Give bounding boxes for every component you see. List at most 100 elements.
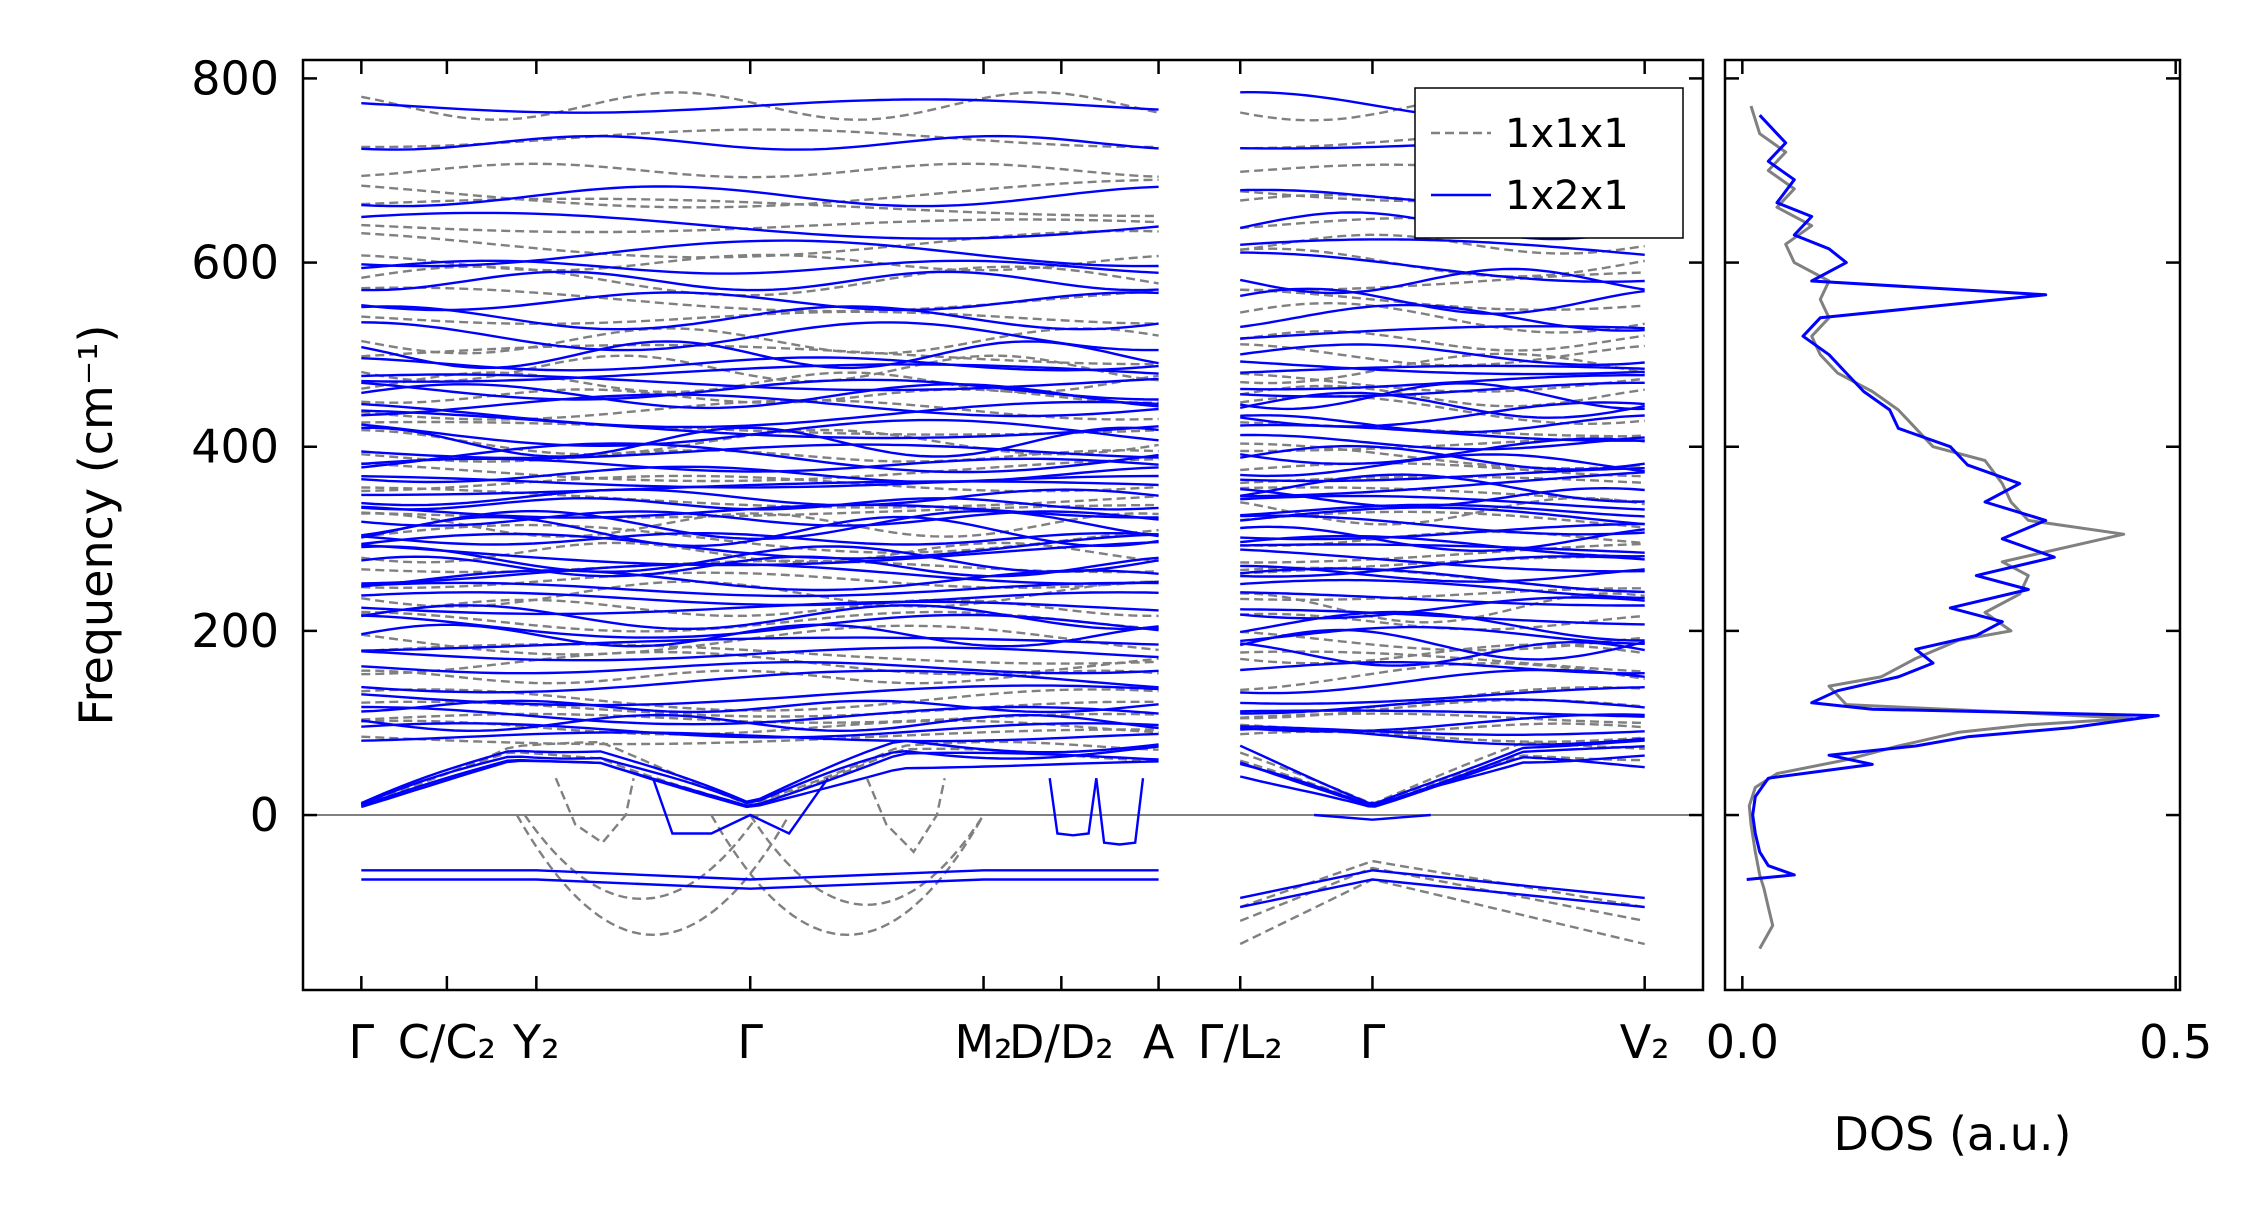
band-line-1x1x1-14-0 xyxy=(361,571,1159,590)
band-line-1x1x1-42-0 xyxy=(361,91,1159,121)
band-line-1x2x1-51-1 xyxy=(1240,303,1645,332)
k-label-0: Γ xyxy=(349,1015,375,1069)
band-line-1x2x1-39-1 xyxy=(1240,433,1645,451)
band-line-1x1x1-9-0 xyxy=(361,642,1159,665)
band-line-1x2x1-53-0 xyxy=(361,270,1159,292)
band-line-1x2x1-17-1 xyxy=(1240,596,1645,620)
band-line-1x2x1-19-0 xyxy=(361,581,1159,598)
band-line-1x1x1-16-0 xyxy=(361,541,1159,564)
band-line-1x2x1-12-1 xyxy=(1240,641,1645,667)
dos-line-1x2x1 xyxy=(1746,114,2160,881)
band-line-1x2x1-6-0 xyxy=(361,713,1159,733)
legend-box xyxy=(1414,87,1684,239)
band-line-1x2x1-26-1 xyxy=(1240,525,1645,552)
band-line-1x1x1-32-1 xyxy=(1239,302,1645,334)
band-line-1x2x1-7-0 xyxy=(361,705,1159,726)
band-line-1x2x1-45-0 xyxy=(361,378,1159,401)
band-line-1x2x1-19-1 xyxy=(1240,578,1645,600)
band-line-1x2x1-51-0 xyxy=(361,305,1159,331)
k-label-2: Y₂ xyxy=(512,1015,560,1069)
band-line-1x2x1-5-1 xyxy=(1240,725,1645,736)
imag-grey-5 xyxy=(554,777,635,845)
band-line-1x1x1-31-1 xyxy=(1240,330,1645,352)
band-line-1x2x1-16-0 xyxy=(361,604,1159,631)
band-line-1x2x1-54-0 xyxy=(361,259,1159,275)
band-line-1x1x1-29-1 xyxy=(1240,352,1645,385)
band-line-1x2x1-42-0 xyxy=(361,400,1159,429)
band-line-1x1x1-37-0 xyxy=(361,218,1159,234)
band-line-1x1x1-8-1 xyxy=(1240,650,1645,673)
band-line-1x2x1-47-0 xyxy=(361,363,1159,383)
k-label-6: A xyxy=(1143,1015,1175,1069)
band-line-1x2x1-32-0 xyxy=(361,488,1159,507)
imag-grey-L2-0 xyxy=(1239,859,1645,909)
band-line-1x2x1-49-0 xyxy=(361,340,1159,370)
imag-grey-4 xyxy=(749,814,985,907)
band-line-1x2x1-10-0 xyxy=(361,669,1159,694)
band-line-1x1x1-18-0 xyxy=(361,512,1159,538)
band-line-1x2x1-15-1 xyxy=(1240,610,1645,642)
band-line-1x1x1-18-1 xyxy=(1240,510,1645,529)
band-line-1x2x1-18-0 xyxy=(361,591,1159,607)
band-line-1x2x1-57-0 xyxy=(361,185,1159,208)
band-line-1x2x1-24-0 xyxy=(361,540,1159,567)
band-line-1x2x1-24-1 xyxy=(1240,543,1645,554)
band-line-1x2x1-42-1 xyxy=(1240,401,1645,428)
band-line-1x2x1-41-1 xyxy=(1240,414,1645,434)
band-line-1x1x1-28-1 xyxy=(1240,372,1645,393)
band-line-1x2x1-39-0 xyxy=(361,426,1159,458)
band-line-1x2x1-45-1 xyxy=(1240,381,1645,398)
imag-grey-6 xyxy=(865,777,946,854)
band-line-1x2x1-1-0 xyxy=(360,751,1159,808)
band-line-1x2x1-25-1 xyxy=(1240,534,1645,558)
band-line-1x1x1-7-1 xyxy=(1240,662,1645,692)
band-line-1x2x1-4-0 xyxy=(361,731,1159,743)
imag-blue-gamma xyxy=(651,777,829,836)
dos-panel-frame xyxy=(1723,58,2182,992)
y-tick-label-400: 400 xyxy=(191,420,279,474)
band-line-1x1x1-4-1 xyxy=(1240,712,1645,725)
imag-blue-L2 xyxy=(1314,813,1431,821)
dos-x-axis-label: DOS (a.u.) xyxy=(1834,1107,2072,1161)
k-label-7: Γ/L₂ xyxy=(1198,1015,1283,1069)
dos-x-tick-label-1: 0.5 xyxy=(2139,1015,2212,1069)
band-line-1x2x1-21-1 xyxy=(1240,564,1645,583)
k-label-8: Γ xyxy=(1360,1015,1386,1069)
band-line-1x1x1-35-1 xyxy=(1240,247,1645,278)
band-line-1x2x1-28-0 xyxy=(361,509,1159,541)
band-line-1x1x1-30-0 xyxy=(361,343,1159,366)
band-line-1x2x1-36-1 xyxy=(1240,453,1645,478)
band-line-1x1x1-6-1 xyxy=(1240,686,1645,714)
band-line-1x2x1-1-1 xyxy=(1239,754,1645,807)
band-line-1x2x1-9-0 xyxy=(361,684,1159,707)
imag-blue-flat2-1 xyxy=(1239,878,1645,909)
band-line-1x2x1-50-0 xyxy=(361,321,1159,352)
band-line-1x2x1-3-0 xyxy=(360,739,1159,805)
band-line-1x2x1-34-1 xyxy=(1240,471,1645,498)
band-panel-frame xyxy=(301,58,1705,992)
band-line-1x1x1-27-1 xyxy=(1240,384,1645,408)
dos-line-1x1x1 xyxy=(1747,105,2134,950)
band-line-1x2x1-13-1 xyxy=(1239,628,1645,661)
band-line-1x2x1-33-0 xyxy=(361,480,1159,497)
imag-grey-L2-1 xyxy=(1239,866,1645,923)
band-line-1x2x1-38-0 xyxy=(361,443,1159,460)
band-line-1x1x1-35-0 xyxy=(361,253,1159,272)
band-line-1x1x1-40-0 xyxy=(361,162,1159,179)
band-line-1x2x1-16-1 xyxy=(1240,608,1645,626)
y-tick-label-800: 800 xyxy=(191,51,279,105)
band-line-1x2x1-44-0 xyxy=(361,383,1159,410)
band-line-1x2x1-20-0 xyxy=(361,569,1159,592)
band-line-1x2x1-23-0 xyxy=(361,545,1159,574)
band-line-1x1x1-36-0 xyxy=(361,229,1159,259)
band-line-1x2x1-56-0 xyxy=(361,211,1159,240)
band-structure-plot xyxy=(303,90,1703,946)
band-line-1x2x1-28-1 xyxy=(1240,514,1645,536)
band-line-1x2x1-11-0 xyxy=(361,661,1159,675)
y-tick-label-0: 0 xyxy=(250,788,279,842)
band-line-1x2x1-17-0 xyxy=(361,600,1159,616)
y-tick-label-600: 600 xyxy=(191,236,279,290)
band-line-1x2x1-52-0 xyxy=(361,291,1159,312)
dos-plot xyxy=(1746,105,2160,950)
